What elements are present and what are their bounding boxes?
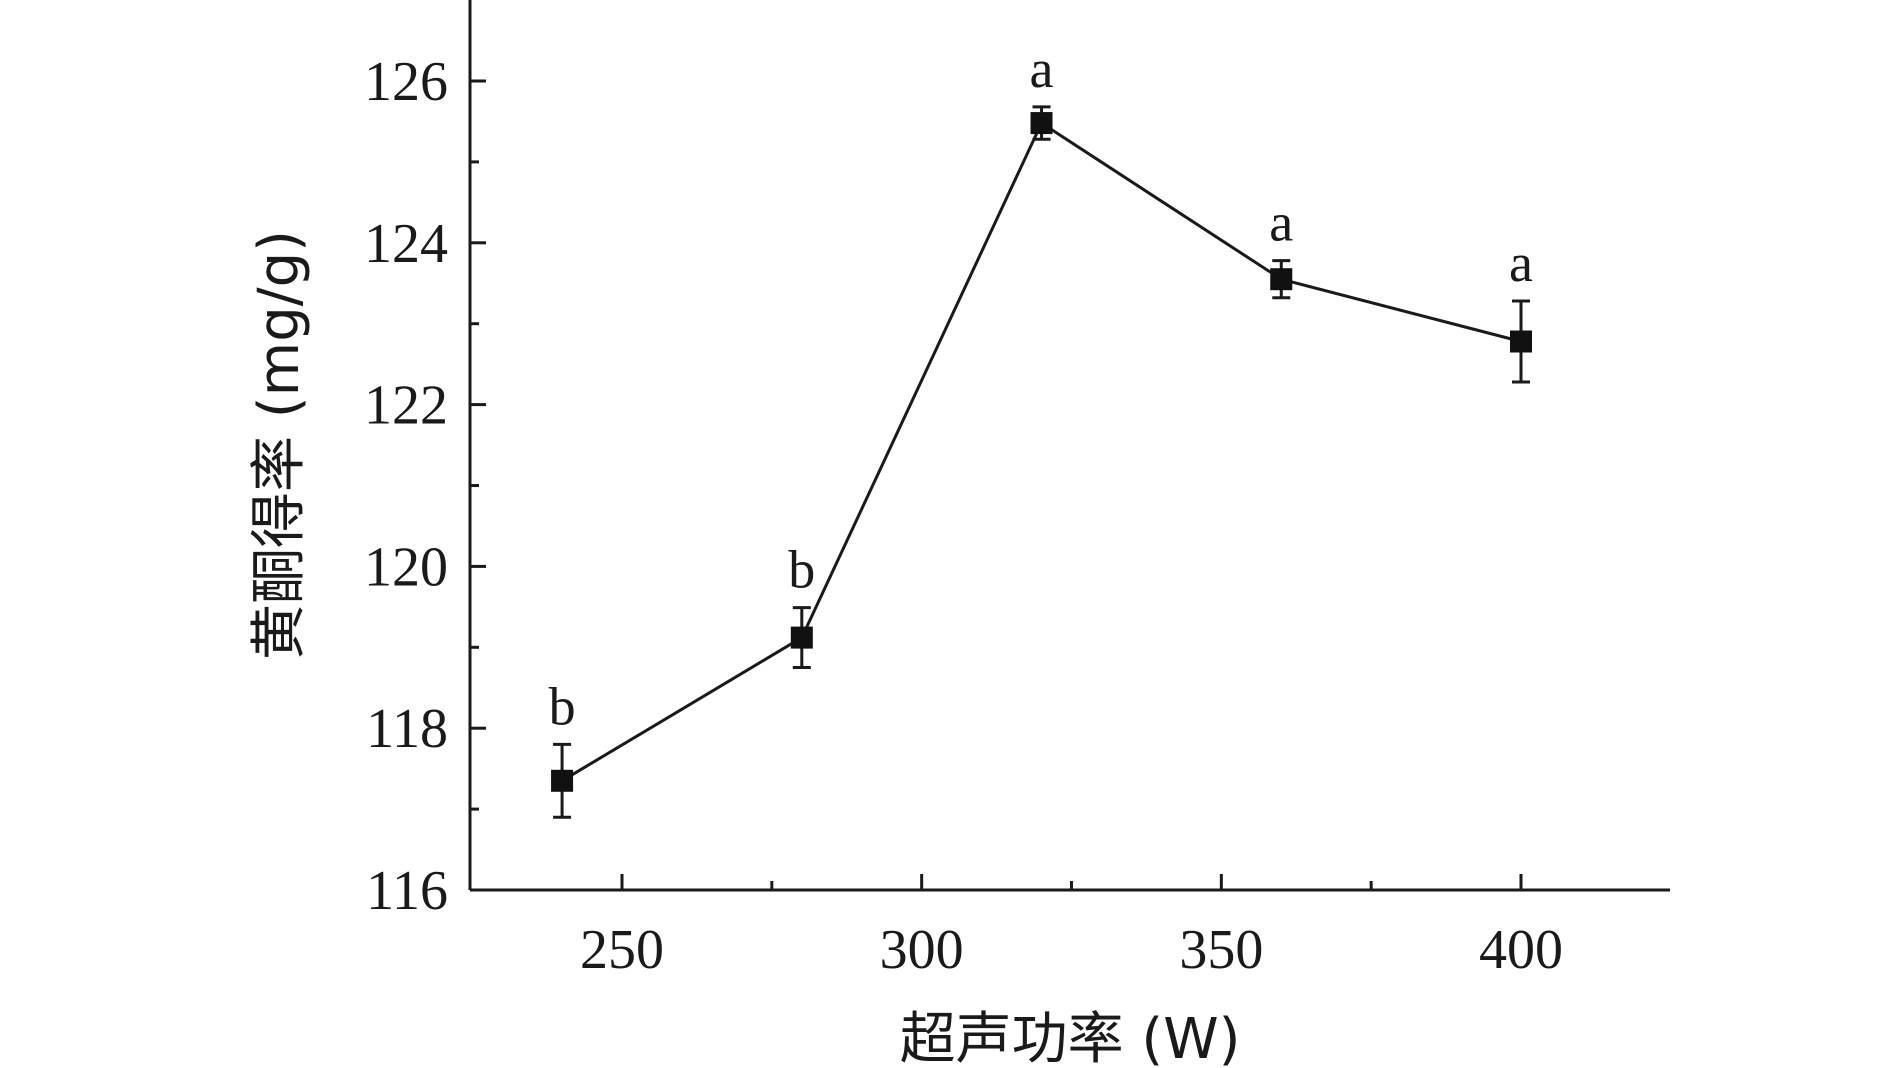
y-tick-label: 116 [366, 860, 448, 922]
x-tick-label: 250 [580, 919, 664, 981]
y-tick-label: 118 [366, 698, 448, 760]
data-point [790, 626, 813, 649]
series-line [561, 120, 1522, 783]
plot-area: b b a a a [549, 39, 1533, 819]
y-ticks: 116 118 120 122 124 126 [364, 51, 486, 922]
significance-label: b [788, 540, 815, 600]
x-tick-label: 400 [1479, 919, 1563, 981]
y-tick-label: 120 [364, 536, 448, 598]
y-tick-label: 126 [364, 51, 448, 113]
axes [468, 0, 1670, 892]
y-tick-label: 122 [364, 375, 448, 437]
y-tick-label: 124 [364, 213, 448, 275]
significance-label: a [1030, 39, 1054, 99]
data-point [1030, 112, 1053, 135]
y-axis-title: 黄酮得率 (mg/g) [247, 230, 312, 660]
x-tick-label: 350 [1179, 919, 1263, 981]
x-ticks: 250 300 350 400 [580, 874, 1563, 981]
significance-label: a [1509, 233, 1533, 293]
data-point [551, 769, 574, 792]
significance-label: b [549, 676, 576, 736]
data-point [1270, 268, 1293, 291]
x-axis-title: 超声功率 (W) [900, 1007, 1241, 1068]
significance-label: a [1269, 193, 1293, 253]
data-point [1510, 330, 1532, 353]
x-tick-label: 300 [880, 919, 964, 981]
